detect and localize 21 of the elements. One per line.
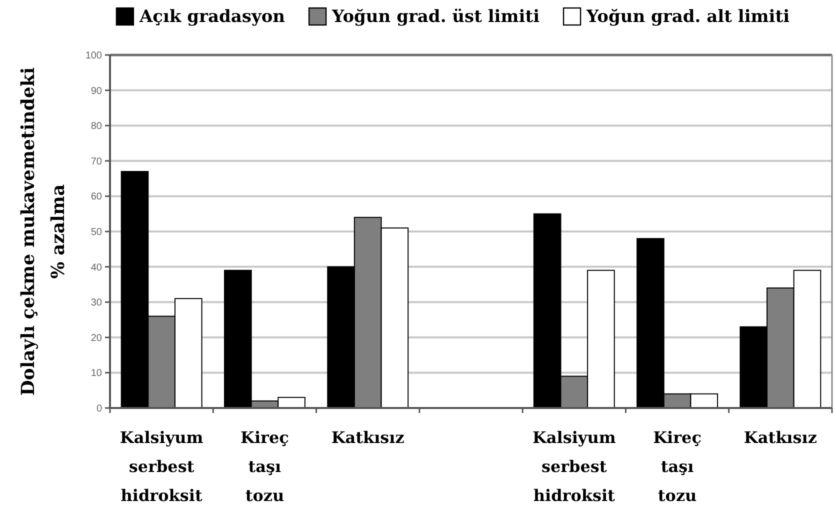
y-tick-label: 90	[90, 86, 102, 97]
y-tick-label: 0	[96, 404, 102, 414]
y-tick-label: 60	[90, 192, 102, 203]
y-axis-title: Dolaylı çekme mukavemetindeki % azalma	[18, 67, 69, 396]
x-tick-label: Kireç taşı tozu	[240, 428, 290, 505]
legend-label: Yoğun grad. alt limiti	[586, 7, 790, 27]
y-tick-label: 70	[90, 156, 102, 168]
y-tick-label: 30	[90, 298, 102, 309]
y-tick-label: 10	[90, 368, 102, 380]
y-tick-label: 50	[90, 227, 102, 238]
x-tick-label: Kireç taşı tozu	[653, 428, 702, 505]
y-tick-label: 40	[90, 262, 102, 274]
y-tick-label: 80	[90, 121, 102, 132]
x-tick-label: Kalsiyum serbest hidroksit	[532, 428, 616, 505]
x-tick-label: Kalsiyum serbest hidroksit	[120, 428, 204, 505]
y-tick-label: 20	[90, 332, 102, 344]
legend-label: Yoğun grad. üst limiti	[331, 7, 540, 27]
x-tick-label: Katkısız	[331, 428, 404, 447]
x-tick-label: Katkısız	[744, 428, 817, 447]
legend-label: Açık gradasyon	[138, 7, 286, 27]
y-tick-label: 100	[85, 50, 102, 62]
